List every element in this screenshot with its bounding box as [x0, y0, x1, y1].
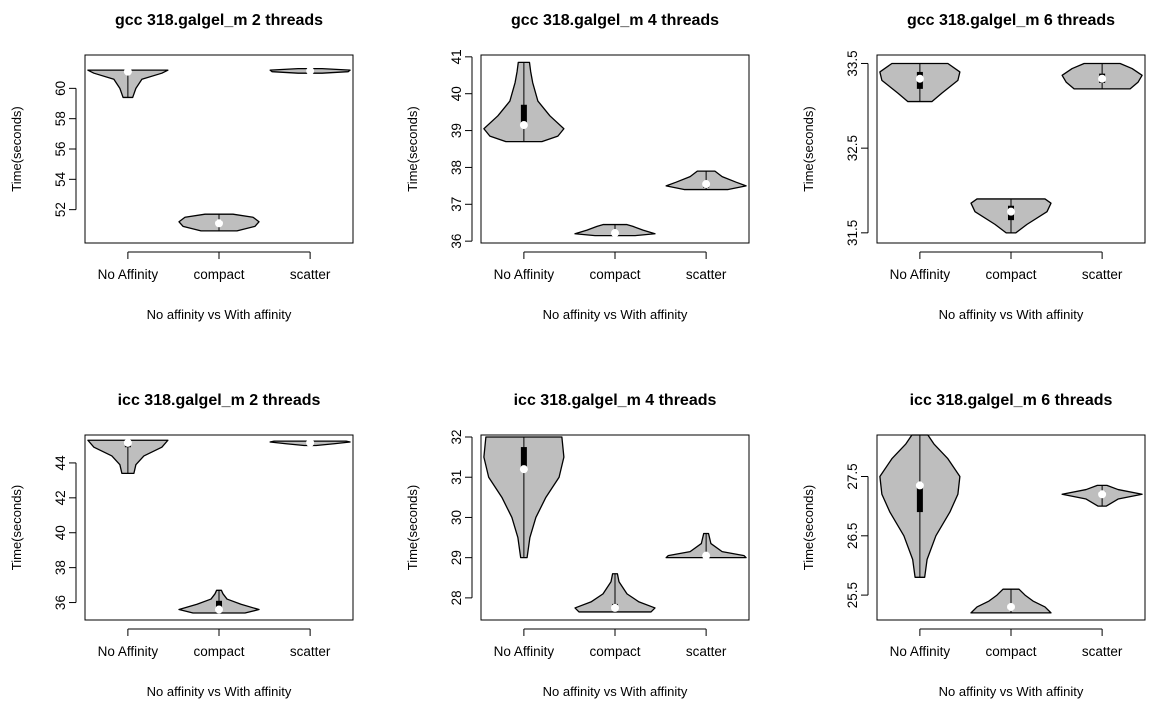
- violin-median-point: [611, 229, 619, 238]
- y-tick-label: 26.5: [845, 523, 860, 549]
- y-tick-label: 39: [449, 123, 464, 138]
- y-tick-label: 40: [449, 86, 464, 101]
- panel-1: gcc 318.galgel_m 2 threads 52 54 56 58 60 No A…: [9, 12, 354, 322]
- x-category-label: scatter: [290, 267, 331, 282]
- x-category-label: No Affinity: [98, 644, 159, 659]
- panel-title: gcc 318.galgel_m 6 threads: [907, 12, 1115, 29]
- y-tick-label: 58: [53, 111, 68, 126]
- y-tick-label: 38: [449, 160, 464, 175]
- y-tick-label: 60: [53, 81, 68, 96]
- x-category-label: compact: [985, 644, 1036, 659]
- panel-5: icc 318.galgel_m 4 threads 28 29 30 31 32 No A…: [405, 392, 750, 699]
- x-axis-title: No affinity vs With affinity: [543, 307, 688, 322]
- violin-median-point: [1098, 490, 1107, 499]
- violin-median-point: [702, 551, 711, 560]
- violin-median-point: [123, 67, 132, 76]
- violin-median-point: [123, 438, 132, 447]
- y-axis-title: Time(seconds): [801, 485, 816, 570]
- y-axis-title: Time(seconds): [405, 485, 420, 570]
- violin-median-point: [1098, 74, 1107, 83]
- x-category-label: No Affinity: [494, 644, 555, 659]
- plot-frame: [480, 54, 750, 244]
- violin-median-point: [215, 605, 223, 614]
- x-category-label: compact: [193, 267, 244, 282]
- x-category-label: scatter: [290, 644, 331, 659]
- x-category-label: compact: [589, 267, 640, 282]
- y-axis-title: Time(seconds): [801, 106, 816, 191]
- panel-title: gcc 318.galgel_m 4 threads: [511, 12, 719, 29]
- x-category-label: No Affinity: [98, 267, 159, 282]
- x-category-label: No Affinity: [494, 267, 555, 282]
- plot-frame: [876, 54, 1146, 244]
- y-tick-label: 31.5: [845, 220, 860, 246]
- y-axis-title: Time(seconds): [405, 106, 420, 191]
- plot-frame: [480, 434, 750, 621]
- x-axis-title: No affinity vs With affinity: [939, 307, 1084, 322]
- y-tick-label: 32.5: [845, 135, 860, 161]
- y-tick-label: 29: [449, 550, 464, 565]
- violin-iqr-box: [216, 600, 222, 610]
- y-tick-label: 27.5: [845, 463, 860, 489]
- panel-6: icc 318.galgel_m 6 threads 25.5 26.5 27.5 No…: [801, 392, 1146, 699]
- y-tick-label: 54: [53, 171, 68, 187]
- violin-median-point: [519, 465, 528, 474]
- y-tick-label: 30: [449, 510, 464, 525]
- panel-title: icc 318.galgel_m 2 threads: [118, 392, 321, 409]
- plot-frame: [84, 54, 354, 244]
- y-tick-label: 36: [449, 234, 464, 249]
- x-axis-title: No affinity vs With affinity: [939, 684, 1084, 699]
- violin-iqr-box: [916, 482, 923, 513]
- violin-median-point: [215, 219, 223, 228]
- y-tick-label: 32: [449, 429, 464, 444]
- y-tick-label: 52: [53, 202, 68, 217]
- y-tick-label: 44: [53, 455, 68, 471]
- y-tick-label: 36: [53, 595, 68, 610]
- violin-median-point: [702, 180, 711, 189]
- x-category-label: scatter: [1082, 644, 1123, 659]
- y-tick-label: 25.5: [845, 582, 860, 608]
- y-tick-label: 37: [449, 197, 464, 212]
- y-tick-label: 38: [53, 560, 68, 575]
- violin-median-point: [611, 603, 619, 612]
- panel-2: gcc 318.galgel_m 4 threads 36 37 38 39 40 41 No…: [405, 12, 750, 322]
- violin-median-point: [915, 74, 924, 83]
- x-axis-title: No affinity vs With affinity: [147, 307, 292, 322]
- x-category-label: compact: [193, 644, 244, 659]
- x-category-label: scatter: [686, 644, 727, 659]
- x-axis-title: No affinity vs With affinity: [543, 684, 688, 699]
- y-tick-label: 56: [53, 141, 68, 156]
- violin-median-point: [519, 121, 528, 130]
- x-category-label: No Affinity: [890, 267, 951, 282]
- x-axis-title: No affinity vs With affinity: [147, 684, 292, 699]
- violin-median-point: [1007, 602, 1015, 611]
- y-tick-label: 33.5: [845, 50, 860, 76]
- panel-title: icc 318.galgel_m 6 threads: [910, 392, 1113, 409]
- plot-frame: [876, 434, 1146, 621]
- panel-3: gcc 318.galgel_m 6 threads 31.5 32.5 33.5 No…: [801, 12, 1146, 322]
- x-category-label: scatter: [686, 267, 727, 282]
- panel-4: icc 318.galgel_m 2 threads 36 38 40 42 44 No A…: [9, 392, 354, 699]
- violin-median-point: [306, 438, 315, 447]
- x-category-label: compact: [589, 644, 640, 659]
- y-tick-label: 28: [449, 590, 464, 605]
- violin-iqr-box: [520, 447, 527, 470]
- x-category-label: scatter: [1082, 267, 1123, 282]
- panel-title: icc 318.galgel_m 4 threads: [514, 392, 717, 409]
- violin-iqr-box: [520, 104, 527, 127]
- violin-median-point: [306, 66, 315, 75]
- x-category-label: No Affinity: [890, 644, 951, 659]
- panel-title: gcc 318.galgel_m 2 threads: [115, 12, 323, 29]
- y-tick-label: 40: [53, 525, 68, 540]
- y-axis-title: Time(seconds): [9, 485, 24, 570]
- x-category-label: compact: [985, 267, 1036, 282]
- violin-median-point: [915, 481, 924, 490]
- y-tick-label: 41: [449, 49, 464, 64]
- y-tick-label: 42: [53, 490, 68, 505]
- y-axis-title: Time(seconds): [9, 106, 24, 191]
- y-tick-label: 31: [449, 470, 464, 485]
- plot-frame: [84, 434, 354, 621]
- violin-median-point: [1007, 207, 1015, 216]
